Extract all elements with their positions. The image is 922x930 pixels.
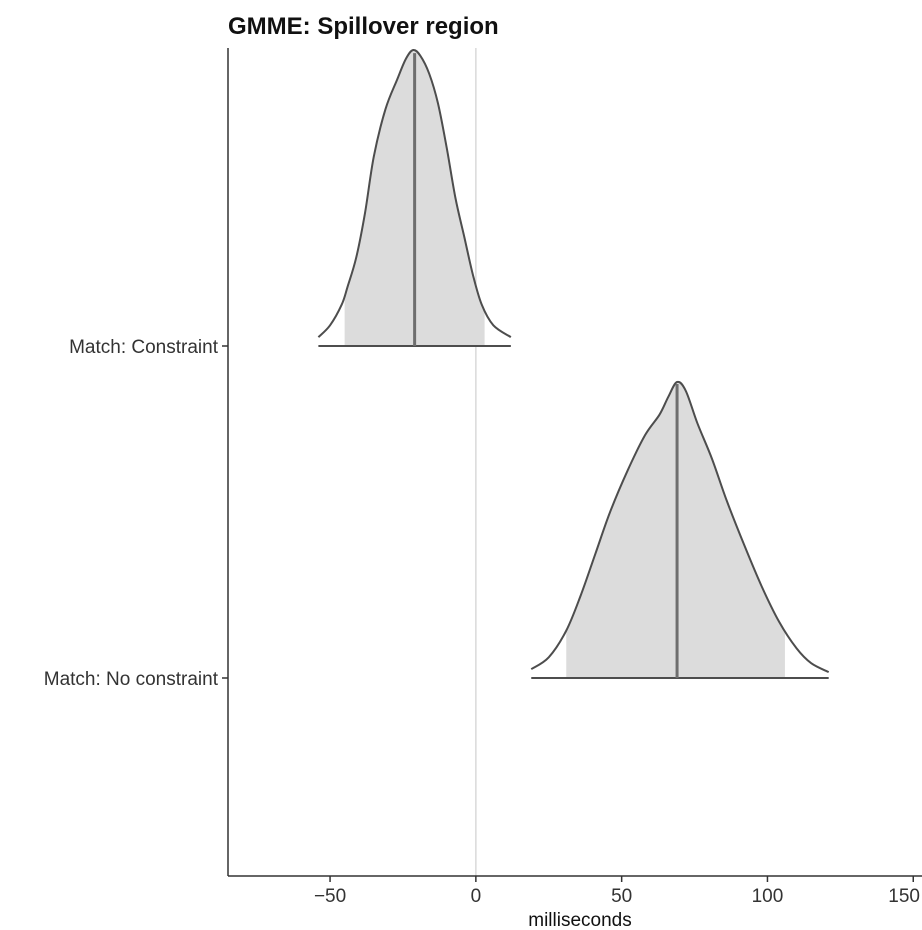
chart-title: GMME: Spillover region [228,13,499,40]
x-tick-label-3: 100 [752,886,784,907]
y-tick-label-0: Match: Constraint [69,337,219,358]
plot-area: Match: Constraint Match: No constraint −50… [44,48,922,907]
density-curve-1 [530,380,830,673]
density-fill-1 [566,381,785,678]
x-axis-title: milliseconds [528,910,631,930]
y-tick-label-1: Match: No constraint [44,669,219,690]
density-curve-0 [317,48,512,338]
x-tick-label-2: 50 [611,886,632,907]
x-tick-label-0: −50 [314,886,346,907]
x-tick-label-1: 0 [471,886,482,907]
x-tick-label-4: 150 [888,886,920,907]
